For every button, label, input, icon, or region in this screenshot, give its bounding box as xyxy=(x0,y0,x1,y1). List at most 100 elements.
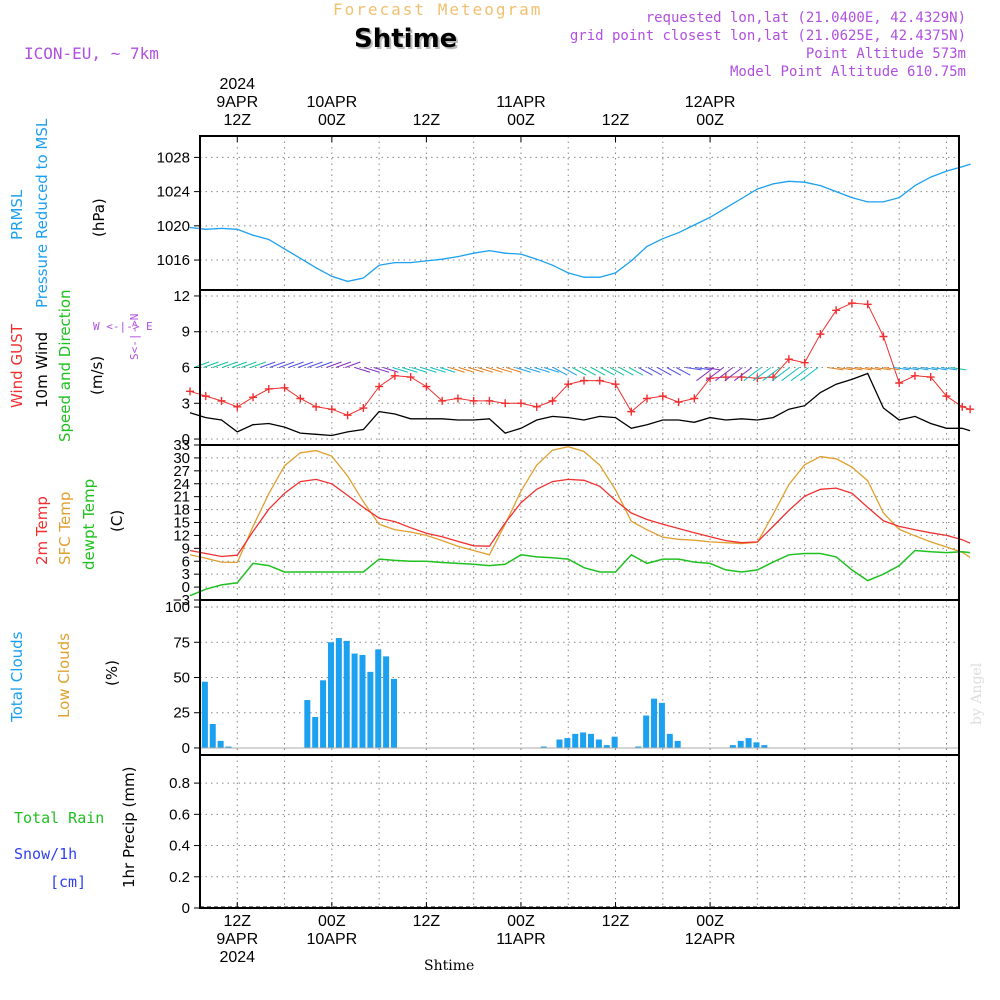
ytick-label-wind: 0 xyxy=(182,431,190,448)
wind-arrow xyxy=(874,367,891,371)
gust-marker xyxy=(296,394,305,403)
pressure-point xyxy=(362,277,364,279)
model-point-altitude: Model Point Altitude 610.75m xyxy=(729,64,966,80)
wind-arrow xyxy=(666,367,682,376)
wind-arrow xyxy=(695,367,712,371)
gust-marker xyxy=(280,383,289,392)
low-clouds-label: Low Clouds xyxy=(55,633,73,718)
grid-point-coords: grid point closest lon,lat (21.0625E, 42… xyxy=(569,28,966,44)
ytick-label-temp: 18 xyxy=(173,502,190,519)
wind-arrow xyxy=(373,367,390,373)
wind-arrow xyxy=(647,367,663,376)
gust-marker xyxy=(564,380,573,389)
pressure-point xyxy=(725,207,727,209)
forecast-title: Forecast Meteogram xyxy=(333,0,543,19)
pressure-point xyxy=(882,201,885,203)
pressure-point xyxy=(236,228,238,230)
wind-arrow xyxy=(884,367,901,371)
top-axis-label-t0-2: 12Z xyxy=(223,112,252,129)
top-axis-label-t3-1: 00Z xyxy=(507,112,535,129)
wind-arrow xyxy=(733,367,753,382)
pressure-point xyxy=(898,197,900,199)
gust-marker xyxy=(690,394,699,403)
wind10-label: 10m Wind xyxy=(33,331,51,408)
cloud-bar xyxy=(383,656,390,748)
bottom-axis-label-b5-0: 00Z xyxy=(696,913,724,930)
prmsl-label: PRMSL xyxy=(8,189,26,240)
total-clouds-label: Total Clouds xyxy=(8,631,26,722)
cloud-bar xyxy=(391,678,397,748)
wind-arrow xyxy=(496,367,513,373)
cloud-bar xyxy=(564,738,571,748)
watermark: by Angel xyxy=(969,662,985,725)
ytick-label-precip: 0.8 xyxy=(169,775,190,792)
pressure-point xyxy=(583,276,585,278)
gust-marker xyxy=(643,394,652,403)
cloud-bar xyxy=(556,739,563,748)
cloud-bar xyxy=(611,736,618,748)
wind-arrow xyxy=(468,367,484,373)
wind-arrow xyxy=(705,367,724,382)
wind-arrow xyxy=(931,367,948,371)
wind-arrow xyxy=(790,367,809,382)
wind-arrow xyxy=(430,367,446,373)
pressure-point xyxy=(756,188,758,190)
pressure-point xyxy=(425,260,427,262)
wind-arrow xyxy=(392,367,409,373)
bottom-axis-label-b0-0: 12Z xyxy=(223,913,252,930)
wind-arrow xyxy=(241,361,257,368)
wind-arrow xyxy=(724,367,743,382)
percent-unit: (%) xyxy=(103,660,121,686)
pressure-point xyxy=(189,226,191,229)
top-axis-label-t1-0: 10APR xyxy=(306,94,358,111)
wind-arrow xyxy=(382,367,399,373)
ytick-label-temp: 30 xyxy=(173,450,190,467)
ytick-label-temp: 12 xyxy=(173,527,190,544)
pressure-point xyxy=(961,166,963,168)
wind-arrow xyxy=(288,361,304,368)
gust-marker xyxy=(249,393,258,402)
pressure-point xyxy=(804,181,806,183)
cloud-bar xyxy=(304,700,311,748)
ytick-label-clouds: 75 xyxy=(173,634,190,651)
wind-arrow xyxy=(609,367,625,376)
cloud-bar xyxy=(217,740,224,748)
wind-arrow xyxy=(590,367,606,376)
model-label: ICON-EU, ~ 7km xyxy=(24,44,159,63)
wind-arrow xyxy=(922,367,939,371)
wind-arrow xyxy=(562,367,578,376)
wind-arrow xyxy=(231,361,248,368)
gust-marker xyxy=(816,330,825,339)
pressure-point xyxy=(677,232,680,234)
pressure-point xyxy=(536,258,538,260)
gust-marker xyxy=(422,382,431,391)
gust-marker xyxy=(658,392,667,401)
bottom-axis-label-b1-0: 00Z xyxy=(318,913,346,930)
wind-arrow xyxy=(685,367,702,371)
wind-arrow xyxy=(411,367,427,373)
cloud-bar xyxy=(753,742,760,748)
gust-marker xyxy=(469,396,478,405)
gust-marker xyxy=(800,358,809,367)
wind-arrow xyxy=(752,367,772,382)
wind-arrow xyxy=(657,367,672,376)
pressure-point xyxy=(709,216,711,218)
wind-arrow xyxy=(912,367,929,371)
gust-marker xyxy=(390,371,399,380)
cm-unit: [cm] xyxy=(50,873,87,891)
top-axis-label-t3-0: 11APR xyxy=(496,94,546,111)
wind-arrow xyxy=(715,367,734,382)
top-axis-label-t5-1: 00Z xyxy=(696,112,724,129)
wind-arrow xyxy=(420,367,437,373)
wind-arrow xyxy=(439,367,456,373)
pressure-point xyxy=(788,180,790,182)
wind-arrow xyxy=(771,367,791,382)
ytick-label-precip: 0.6 xyxy=(169,806,190,823)
prmsl-long-label: Pressure Reduced to MSL xyxy=(33,118,51,308)
pressure-point xyxy=(347,280,349,283)
wind-arrow xyxy=(505,367,522,373)
ytick-label-temp: 24 xyxy=(173,476,190,493)
bottom-axis-label-b3-0: 00Z xyxy=(507,913,535,930)
pressure-point xyxy=(299,257,301,259)
cloud-bar xyxy=(201,681,208,748)
